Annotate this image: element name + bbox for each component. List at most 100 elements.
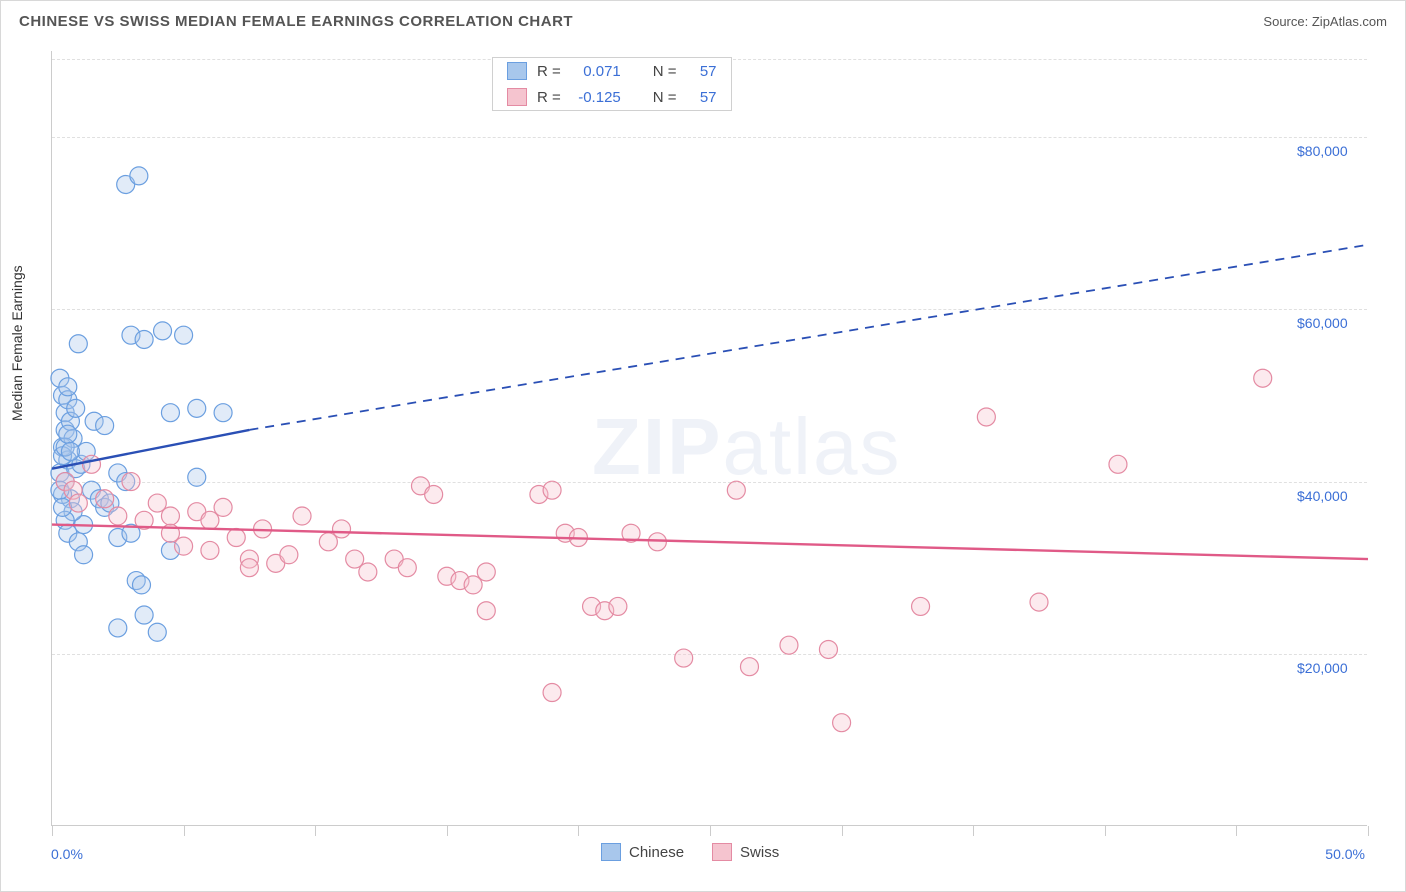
legend-swatch-chinese	[601, 843, 621, 861]
stats-N-label: N =	[653, 89, 677, 106]
stats-legend: R = 0.071 N = 57 R = -0.125 N = 57	[492, 57, 732, 111]
scatter-point	[833, 714, 851, 732]
legend-item-swiss: Swiss	[712, 843, 779, 861]
scatter-point	[648, 533, 666, 551]
stats-R-value: -0.125	[571, 89, 621, 106]
stats-swatch	[507, 62, 527, 80]
scatter-point	[609, 597, 627, 615]
scatter-point	[819, 640, 837, 658]
scatter-point	[543, 481, 561, 499]
scatter-point	[740, 658, 758, 676]
scatter-point	[359, 563, 377, 581]
scatter-point	[912, 597, 930, 615]
scatter-point	[477, 602, 495, 620]
scatter-point	[240, 559, 258, 577]
scatter-point	[69, 335, 87, 353]
scatter-point	[214, 404, 232, 422]
x-tick-mark	[578, 826, 579, 836]
source-label: Source:	[1263, 14, 1308, 29]
scatter-point	[75, 546, 93, 564]
trend-line-dashed	[249, 245, 1368, 430]
scatter-point	[1030, 593, 1048, 611]
scatter-point	[175, 326, 193, 344]
stats-R-label: R =	[537, 63, 561, 80]
y-tick-label: $20,000	[1297, 660, 1348, 676]
x-tick-mark	[315, 826, 316, 836]
x-tick-mark	[710, 826, 711, 836]
x-tick-mark	[1368, 826, 1369, 836]
stats-legend-row: R = -0.125 N = 57	[493, 84, 731, 110]
scatter-point	[280, 546, 298, 564]
chart-container: CHINESE VS SWISS MEDIAN FEMALE EARNINGS …	[0, 0, 1406, 892]
stats-N-value: 57	[687, 63, 717, 80]
scatter-point	[333, 520, 351, 538]
stats-R-value: 0.071	[571, 63, 621, 80]
legend-swatch-swiss	[712, 843, 732, 861]
scatter-point	[59, 425, 77, 443]
x-tick-mark	[1105, 826, 1106, 836]
y-tick-label: $60,000	[1297, 315, 1348, 331]
y-axis-label: Median Female Earnings	[9, 265, 25, 421]
x-axis-min-label: 0.0%	[51, 846, 83, 862]
scatter-point	[188, 468, 206, 486]
chart-svg	[52, 51, 1367, 825]
legend-item-chinese: Chinese	[601, 843, 684, 861]
scatter-point	[1254, 369, 1272, 387]
scatter-point	[122, 473, 140, 491]
source-attribution: Source: ZipAtlas.com	[1263, 14, 1387, 29]
x-tick-mark	[52, 826, 53, 836]
scatter-point	[188, 399, 206, 417]
scatter-point	[61, 442, 79, 460]
stats-legend-row: R = 0.071 N = 57	[493, 58, 731, 84]
x-tick-mark	[1236, 826, 1237, 836]
scatter-point	[161, 507, 179, 525]
x-tick-mark	[842, 826, 843, 836]
x-tick-mark	[184, 826, 185, 836]
chart-title: CHINESE VS SWISS MEDIAN FEMALE EARNINGS …	[19, 13, 573, 30]
scatter-point	[175, 537, 193, 555]
scatter-point	[135, 606, 153, 624]
scatter-point	[780, 636, 798, 654]
scatter-point	[425, 485, 443, 503]
scatter-point	[214, 498, 232, 516]
scatter-point	[977, 408, 995, 426]
scatter-point	[148, 623, 166, 641]
scatter-point	[135, 330, 153, 348]
scatter-point	[293, 507, 311, 525]
scatter-point	[96, 417, 114, 435]
title-bar: CHINESE VS SWISS MEDIAN FEMALE EARNINGS …	[1, 1, 1405, 41]
stats-N-value: 57	[687, 89, 717, 106]
scatter-point	[59, 378, 77, 396]
stats-N-label: N =	[653, 63, 677, 80]
scatter-point	[543, 684, 561, 702]
scatter-point	[82, 455, 100, 473]
stats-R-label: R =	[537, 89, 561, 106]
scatter-point	[161, 404, 179, 422]
plot-area: ZIPatlas R =0.071N =57R =-0.125N =57	[51, 51, 1367, 826]
source-name: ZipAtlas.com	[1312, 14, 1387, 29]
scatter-point	[109, 619, 127, 637]
scatter-point	[201, 541, 219, 559]
x-tick-mark	[973, 826, 974, 836]
legend-label-chinese: Chinese	[629, 844, 684, 861]
x-tick-mark	[447, 826, 448, 836]
scatter-point	[67, 399, 85, 417]
scatter-point	[154, 322, 172, 340]
scatter-point	[675, 649, 693, 667]
scatter-point	[132, 576, 150, 594]
scatter-point	[398, 559, 416, 577]
legend-label-swiss: Swiss	[740, 844, 779, 861]
scatter-point	[727, 481, 745, 499]
scatter-point	[1109, 455, 1127, 473]
scatter-point	[96, 490, 114, 508]
y-tick-label: $40,000	[1297, 488, 1348, 504]
y-tick-label: $80,000	[1297, 143, 1348, 159]
scatter-point	[54, 498, 72, 516]
x-axis-max-label: 50.0%	[1325, 846, 1365, 862]
bottom-legend: Chinese Swiss	[601, 843, 779, 861]
scatter-point	[130, 167, 148, 185]
scatter-point	[477, 563, 495, 581]
scatter-point	[109, 507, 127, 525]
scatter-point	[69, 494, 87, 512]
scatter-point	[227, 529, 245, 547]
